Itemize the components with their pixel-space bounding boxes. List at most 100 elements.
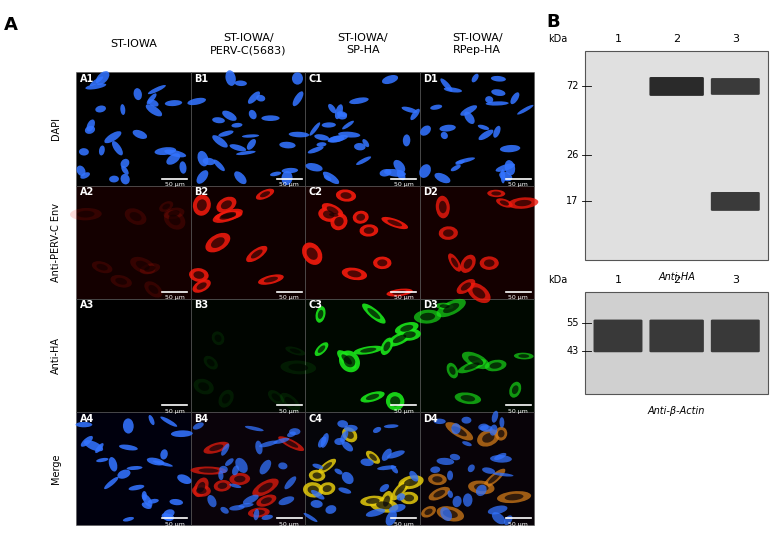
Ellipse shape — [302, 242, 322, 265]
Text: 72: 72 — [566, 81, 579, 92]
Ellipse shape — [246, 246, 268, 262]
Ellipse shape — [363, 227, 374, 234]
Ellipse shape — [478, 423, 489, 430]
Bar — [585, 51, 768, 260]
Ellipse shape — [142, 502, 151, 509]
Ellipse shape — [464, 111, 475, 124]
Ellipse shape — [391, 465, 398, 473]
Ellipse shape — [463, 493, 473, 507]
Ellipse shape — [292, 91, 303, 106]
Ellipse shape — [260, 460, 271, 474]
Ellipse shape — [205, 233, 230, 252]
Text: 1: 1 — [615, 34, 622, 44]
Ellipse shape — [344, 355, 355, 367]
Ellipse shape — [287, 431, 296, 437]
Ellipse shape — [198, 382, 209, 391]
Ellipse shape — [432, 476, 442, 482]
Ellipse shape — [490, 425, 498, 436]
Ellipse shape — [193, 271, 204, 279]
Bar — [306, 72, 420, 185]
Ellipse shape — [317, 310, 323, 319]
Ellipse shape — [164, 207, 184, 219]
Ellipse shape — [337, 111, 347, 117]
Ellipse shape — [434, 419, 445, 424]
Ellipse shape — [281, 361, 316, 374]
Ellipse shape — [356, 157, 371, 165]
Ellipse shape — [162, 204, 170, 210]
Ellipse shape — [421, 506, 436, 518]
Ellipse shape — [209, 444, 223, 451]
Ellipse shape — [84, 440, 103, 451]
Ellipse shape — [478, 130, 494, 140]
Ellipse shape — [219, 212, 236, 220]
Ellipse shape — [514, 353, 534, 360]
Text: ST-IOWA/
RPep-HA: ST-IOWA/ RPep-HA — [452, 33, 502, 55]
Ellipse shape — [369, 453, 377, 461]
Ellipse shape — [142, 494, 152, 507]
Ellipse shape — [307, 248, 317, 260]
Ellipse shape — [161, 416, 177, 427]
Ellipse shape — [120, 104, 126, 115]
Ellipse shape — [168, 214, 180, 225]
Ellipse shape — [221, 444, 229, 456]
Ellipse shape — [245, 426, 264, 431]
Ellipse shape — [197, 482, 205, 493]
Ellipse shape — [85, 126, 95, 134]
Ellipse shape — [221, 200, 232, 209]
Ellipse shape — [443, 303, 459, 313]
Ellipse shape — [190, 466, 227, 475]
Text: A3: A3 — [80, 300, 94, 310]
Text: B1: B1 — [194, 74, 208, 84]
Ellipse shape — [268, 390, 284, 405]
Ellipse shape — [258, 482, 273, 493]
FancyBboxPatch shape — [711, 78, 760, 95]
Ellipse shape — [316, 306, 325, 323]
Ellipse shape — [257, 95, 265, 101]
Ellipse shape — [163, 509, 175, 518]
Ellipse shape — [434, 490, 445, 497]
Ellipse shape — [125, 209, 147, 225]
Bar — [76, 299, 191, 412]
Ellipse shape — [512, 385, 519, 394]
Ellipse shape — [443, 229, 454, 237]
Text: kDa: kDa — [548, 34, 567, 44]
Text: 50 μm: 50 μm — [279, 522, 300, 527]
Ellipse shape — [509, 382, 521, 398]
Bar — [420, 299, 534, 412]
Ellipse shape — [390, 396, 400, 406]
Ellipse shape — [474, 483, 488, 491]
Ellipse shape — [485, 360, 506, 371]
Ellipse shape — [510, 92, 519, 104]
Ellipse shape — [340, 431, 349, 442]
Ellipse shape — [199, 468, 218, 473]
FancyBboxPatch shape — [650, 77, 704, 96]
Text: 50 μm: 50 μm — [279, 408, 300, 414]
Ellipse shape — [461, 282, 471, 291]
Ellipse shape — [335, 438, 345, 445]
Ellipse shape — [148, 85, 166, 94]
Ellipse shape — [289, 428, 300, 435]
Ellipse shape — [77, 211, 94, 218]
Text: ST-IOWA/
PERV-C(5683): ST-IOWA/ PERV-C(5683) — [210, 33, 286, 55]
Ellipse shape — [236, 151, 256, 155]
Bar — [76, 72, 191, 185]
Ellipse shape — [129, 485, 144, 490]
Ellipse shape — [236, 458, 248, 473]
Ellipse shape — [246, 139, 256, 150]
Ellipse shape — [377, 465, 396, 470]
Ellipse shape — [485, 96, 493, 103]
Ellipse shape — [322, 462, 332, 470]
Ellipse shape — [119, 444, 138, 450]
Ellipse shape — [451, 165, 461, 172]
Ellipse shape — [187, 98, 206, 105]
Ellipse shape — [363, 139, 369, 147]
Ellipse shape — [207, 495, 217, 507]
Ellipse shape — [285, 477, 296, 489]
Ellipse shape — [215, 334, 222, 342]
Ellipse shape — [79, 148, 89, 155]
Text: ST-IOWA/
SP-HA: ST-IOWA/ SP-HA — [337, 33, 388, 55]
Ellipse shape — [389, 504, 406, 512]
Ellipse shape — [328, 136, 344, 143]
Bar — [420, 72, 534, 185]
Ellipse shape — [214, 160, 225, 171]
